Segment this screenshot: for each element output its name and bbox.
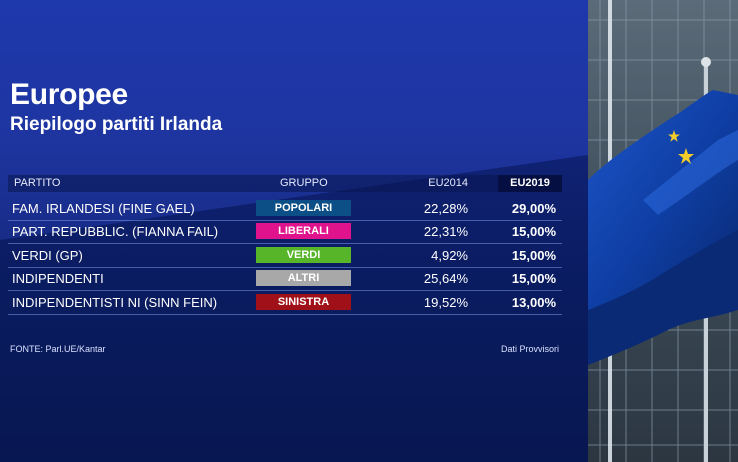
column-header-eu2019: EU2019 bbox=[498, 175, 562, 192]
table-header: PARTITO GRUPPO EU2014 EU2019 bbox=[8, 175, 562, 192]
eu2014-value: 19,52% bbox=[423, 295, 468, 310]
party-name: PART. REPUBBLIC. (FIANNA FAIL) bbox=[12, 224, 219, 239]
source-note: FONTE: Parl.UE/Kantar bbox=[10, 344, 106, 354]
eu-flag-photo bbox=[588, 0, 738, 462]
group-badge: LIBERALI bbox=[256, 223, 351, 239]
table-row: FAM. IRLANDESI (FINE GAEL) POPOLARI 22,2… bbox=[8, 197, 562, 221]
info-panel: Europee Riepilogo partiti Irlanda PARTIT… bbox=[0, 0, 588, 462]
group-badge: SINISTRA bbox=[256, 294, 351, 310]
eu-flag-building-illustration bbox=[588, 0, 738, 462]
eu2019-value: 13,00% bbox=[511, 295, 556, 310]
eu2019-value: 15,00% bbox=[511, 248, 556, 263]
eu2014-value: 25,64% bbox=[423, 271, 468, 286]
column-header-eu2014: EU2014 bbox=[428, 177, 468, 189]
group-badge: POPOLARI bbox=[256, 200, 351, 216]
eu2014-value: 22,28% bbox=[423, 201, 468, 216]
page-subtitle: Riepilogo partiti Irlanda bbox=[10, 114, 223, 135]
table-row: VERDI (GP) VERDI 4,92% 15,00% bbox=[8, 244, 562, 268]
group-badge: VERDI bbox=[256, 247, 351, 263]
party-name: FAM. IRLANDESI (FINE GAEL) bbox=[12, 201, 195, 216]
eu2019-value: 15,00% bbox=[511, 271, 556, 286]
table-row: INDIPENDENTISTI NI (SINN FEIN) SINISTRA … bbox=[8, 291, 562, 315]
eu2014-value: 22,31% bbox=[423, 224, 468, 239]
table-row: INDIPENDENTI ALTRI 25,64% 15,00% bbox=[8, 267, 562, 291]
party-name: INDIPENDENTI bbox=[12, 271, 104, 286]
page-title: Europee bbox=[10, 78, 128, 111]
group-badge: ALTRI bbox=[256, 270, 351, 286]
party-name: VERDI (GP) bbox=[12, 248, 83, 263]
column-header-gruppo: GRUPPO bbox=[280, 177, 328, 189]
column-header-partito: PARTITO bbox=[14, 177, 61, 189]
eu2014-value: 4,92% bbox=[431, 248, 468, 263]
table-row: PART. REPUBBLIC. (FIANNA FAIL) LIBERALI … bbox=[8, 220, 562, 244]
eu2019-value: 29,00% bbox=[511, 201, 556, 216]
provisional-note: Dati Provvisori bbox=[501, 344, 560, 354]
eu2019-value: 15,00% bbox=[511, 224, 556, 239]
party-name: INDIPENDENTISTI NI (SINN FEIN) bbox=[12, 295, 218, 310]
